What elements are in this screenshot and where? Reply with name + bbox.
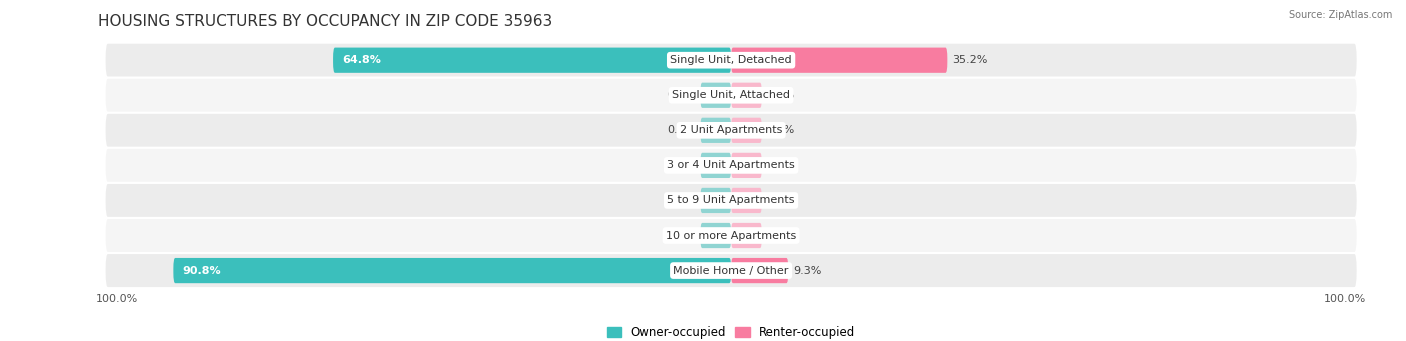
FancyBboxPatch shape <box>700 118 731 143</box>
FancyBboxPatch shape <box>104 218 1358 253</box>
Text: HOUSING STRUCTURES BY OCCUPANCY IN ZIP CODE 35963: HOUSING STRUCTURES BY OCCUPANCY IN ZIP C… <box>98 14 553 29</box>
FancyBboxPatch shape <box>700 188 731 213</box>
FancyBboxPatch shape <box>700 153 731 178</box>
Text: 0.0%: 0.0% <box>766 195 794 205</box>
Text: 0.0%: 0.0% <box>766 160 794 170</box>
Text: 3 or 4 Unit Apartments: 3 or 4 Unit Apartments <box>668 160 794 170</box>
Text: 10 or more Apartments: 10 or more Apartments <box>666 231 796 240</box>
Legend: Owner-occupied, Renter-occupied: Owner-occupied, Renter-occupied <box>607 326 855 339</box>
Text: 64.8%: 64.8% <box>342 55 381 65</box>
FancyBboxPatch shape <box>731 153 762 178</box>
Text: 0.0%: 0.0% <box>668 90 696 100</box>
FancyBboxPatch shape <box>731 118 762 143</box>
FancyBboxPatch shape <box>104 78 1358 113</box>
Text: 5 to 9 Unit Apartments: 5 to 9 Unit Apartments <box>668 195 794 205</box>
Text: Source: ZipAtlas.com: Source: ZipAtlas.com <box>1288 10 1392 20</box>
Text: 0.0%: 0.0% <box>766 231 794 240</box>
FancyBboxPatch shape <box>731 188 762 213</box>
Text: 0.0%: 0.0% <box>766 125 794 135</box>
FancyBboxPatch shape <box>700 83 731 108</box>
Text: 9.3%: 9.3% <box>793 266 821 276</box>
Text: 0.0%: 0.0% <box>668 125 696 135</box>
Text: 0.0%: 0.0% <box>668 231 696 240</box>
FancyBboxPatch shape <box>731 48 948 73</box>
Text: Mobile Home / Other: Mobile Home / Other <box>673 266 789 276</box>
FancyBboxPatch shape <box>731 223 762 248</box>
Text: Single Unit, Attached: Single Unit, Attached <box>672 90 790 100</box>
Text: 0.0%: 0.0% <box>766 90 794 100</box>
FancyBboxPatch shape <box>700 223 731 248</box>
FancyBboxPatch shape <box>104 253 1358 288</box>
FancyBboxPatch shape <box>104 113 1358 148</box>
Text: 0.0%: 0.0% <box>668 160 696 170</box>
Text: 0.0%: 0.0% <box>668 195 696 205</box>
FancyBboxPatch shape <box>173 258 731 283</box>
Text: 90.8%: 90.8% <box>183 266 221 276</box>
FancyBboxPatch shape <box>104 43 1358 78</box>
Text: 35.2%: 35.2% <box>952 55 987 65</box>
FancyBboxPatch shape <box>333 48 731 73</box>
FancyBboxPatch shape <box>731 83 762 108</box>
Text: 2 Unit Apartments: 2 Unit Apartments <box>681 125 782 135</box>
FancyBboxPatch shape <box>104 183 1358 218</box>
FancyBboxPatch shape <box>731 258 789 283</box>
FancyBboxPatch shape <box>104 148 1358 183</box>
Text: Single Unit, Detached: Single Unit, Detached <box>671 55 792 65</box>
